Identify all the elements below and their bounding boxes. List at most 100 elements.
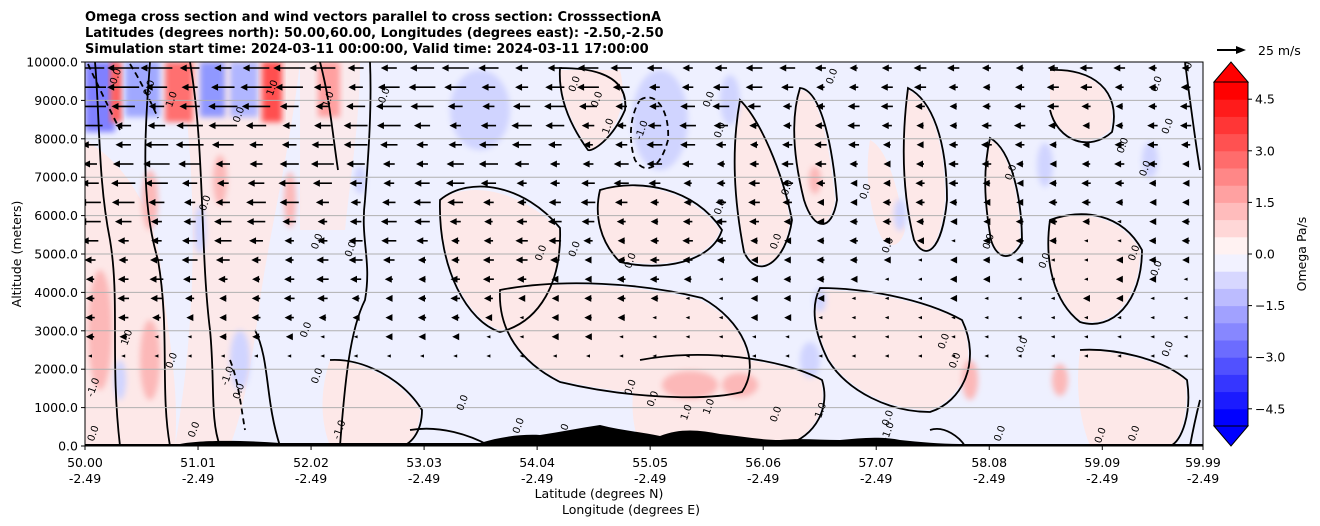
wind-vector-head: [883, 256, 891, 264]
wind-vector-head: [915, 160, 923, 168]
y-tick-label: 0.0: [58, 439, 78, 454]
wind-vector-head: [882, 141, 890, 149]
wind-vector-head: [350, 198, 358, 206]
wind-vector-head: [211, 141, 219, 149]
wind-vector-head: [114, 218, 122, 226]
colorbar-tick-label: 4.5: [1255, 92, 1275, 107]
wind-vector-head: [545, 83, 553, 91]
colorbar-segment: [1214, 185, 1248, 203]
contour-label: 0.0: [769, 405, 785, 424]
wind-vector-head: [982, 179, 990, 187]
wind-vector-head: [947, 64, 955, 72]
wind-vector-head: [318, 314, 326, 322]
wind-vector-head: [1114, 141, 1122, 149]
wind-vector-head: [682, 64, 690, 72]
wind-vector-head: [552, 354, 557, 358]
wind-vector-head: [511, 122, 519, 130]
wind-vector-head: [282, 122, 290, 130]
wind-vector-head: [518, 294, 526, 302]
wind-vector-head: [413, 198, 421, 206]
wind-vector-head: [152, 314, 160, 322]
wind-vector-head: [1150, 354, 1155, 358]
wind-vector-head: [781, 179, 789, 187]
wind-vector-head: [147, 122, 155, 130]
wind-vector-head: [1181, 237, 1189, 245]
wind-vector-head: [482, 256, 490, 264]
wind-vector-head: [749, 141, 757, 149]
wind-vector-head: [650, 294, 658, 302]
wind-vector-head: [1081, 102, 1089, 110]
wind-vector-head: [311, 141, 319, 149]
wind-vector-head: [1182, 160, 1190, 168]
wind-vector-head: [581, 218, 589, 226]
wind-vector-head: [512, 102, 520, 110]
wind-vector-head: [352, 314, 360, 322]
wind-vector-head: [1082, 122, 1090, 130]
colorbar-segment: [1214, 408, 1248, 427]
wind-vector-head: [284, 314, 292, 322]
wind-vector-head: [745, 64, 753, 72]
contour-label: 0.0: [948, 351, 964, 370]
wind-vector-head: [983, 218, 991, 226]
y-axis-label: Altitude (meters): [9, 201, 24, 308]
wind-vector-head: [613, 160, 621, 168]
x-tick-label-lon: -2.49: [69, 471, 101, 486]
quiver-key-label: 25 m/s: [1258, 43, 1301, 58]
wind-vector-head: [279, 102, 287, 110]
wind-vector-head: [785, 354, 790, 358]
contour-label: 0.0: [992, 424, 1008, 443]
wind-vector-head: [951, 335, 956, 339]
wind-vector-head: [1080, 83, 1088, 91]
wind-vector-head: [115, 122, 123, 130]
wind-vector-head: [1081, 198, 1089, 206]
wind-vector-head: [716, 160, 724, 168]
contour-label: 1.0: [590, 424, 606, 443]
contour-label: 1.0: [701, 397, 717, 416]
contour-label: 0.0: [646, 390, 662, 409]
wind-vector-head: [1117, 335, 1122, 339]
x-tick-label-lon: -2.49: [408, 471, 440, 486]
wind-vector-head: [251, 314, 259, 322]
colorbar-segment: [1214, 271, 1248, 289]
wind-vector-head: [176, 122, 184, 130]
wind-vector-head: [186, 314, 194, 322]
wind-vector-head: [214, 64, 222, 72]
wind-vector-head: [883, 179, 891, 187]
wind-vector-head: [348, 237, 356, 245]
wind-vector-head: [718, 335, 723, 339]
x-tick-label-lat: 59.09: [1084, 455, 1120, 470]
wind-vector-head: [750, 256, 758, 264]
wind-vector-head: [453, 354, 458, 358]
wind-vector-head: [918, 296, 922, 300]
wind-vector-head: [85, 333, 93, 341]
wind-vector-head: [718, 277, 723, 281]
wind-vector-head: [681, 160, 689, 168]
wind-vector-head: [380, 64, 388, 72]
colorbar: 4.5 3.0 1.5 0.0 −1.5 −3.0 −4.5: [1212, 61, 1285, 447]
wind-vector-head: [745, 83, 753, 91]
wind-vector-head: [1050, 277, 1055, 281]
wind-vector-head: [851, 316, 856, 320]
contour-label: 0.0: [343, 240, 359, 259]
wind-vector-head: [1181, 64, 1189, 72]
wind-vector-head: [74, 84, 81, 91]
wind-vector-head: [549, 160, 557, 168]
wind-vector-head: [850, 198, 858, 206]
wind-vector-head: [445, 179, 453, 187]
wind-vector-head: [814, 141, 822, 149]
wind-vector-head: [913, 64, 921, 72]
colorbar-label: Omega Pa/s: [1294, 217, 1309, 292]
wind-vector-head: [783, 294, 791, 302]
contour-label: 1.0: [321, 90, 337, 109]
wind-vector-head: [752, 354, 756, 358]
wind-vector-head: [417, 314, 425, 322]
wind-vector-head: [1183, 335, 1188, 339]
contour-label: 0.0: [1093, 426, 1109, 445]
wind-vector-head: [882, 198, 890, 206]
wind-vector-head: [884, 335, 889, 339]
contour-label: 0.0: [310, 232, 326, 251]
wind-vector-head: [1117, 354, 1122, 358]
wind-vector-head: [251, 256, 259, 264]
wind-vector-head: [784, 314, 792, 322]
wind-vector-head: [544, 102, 552, 110]
